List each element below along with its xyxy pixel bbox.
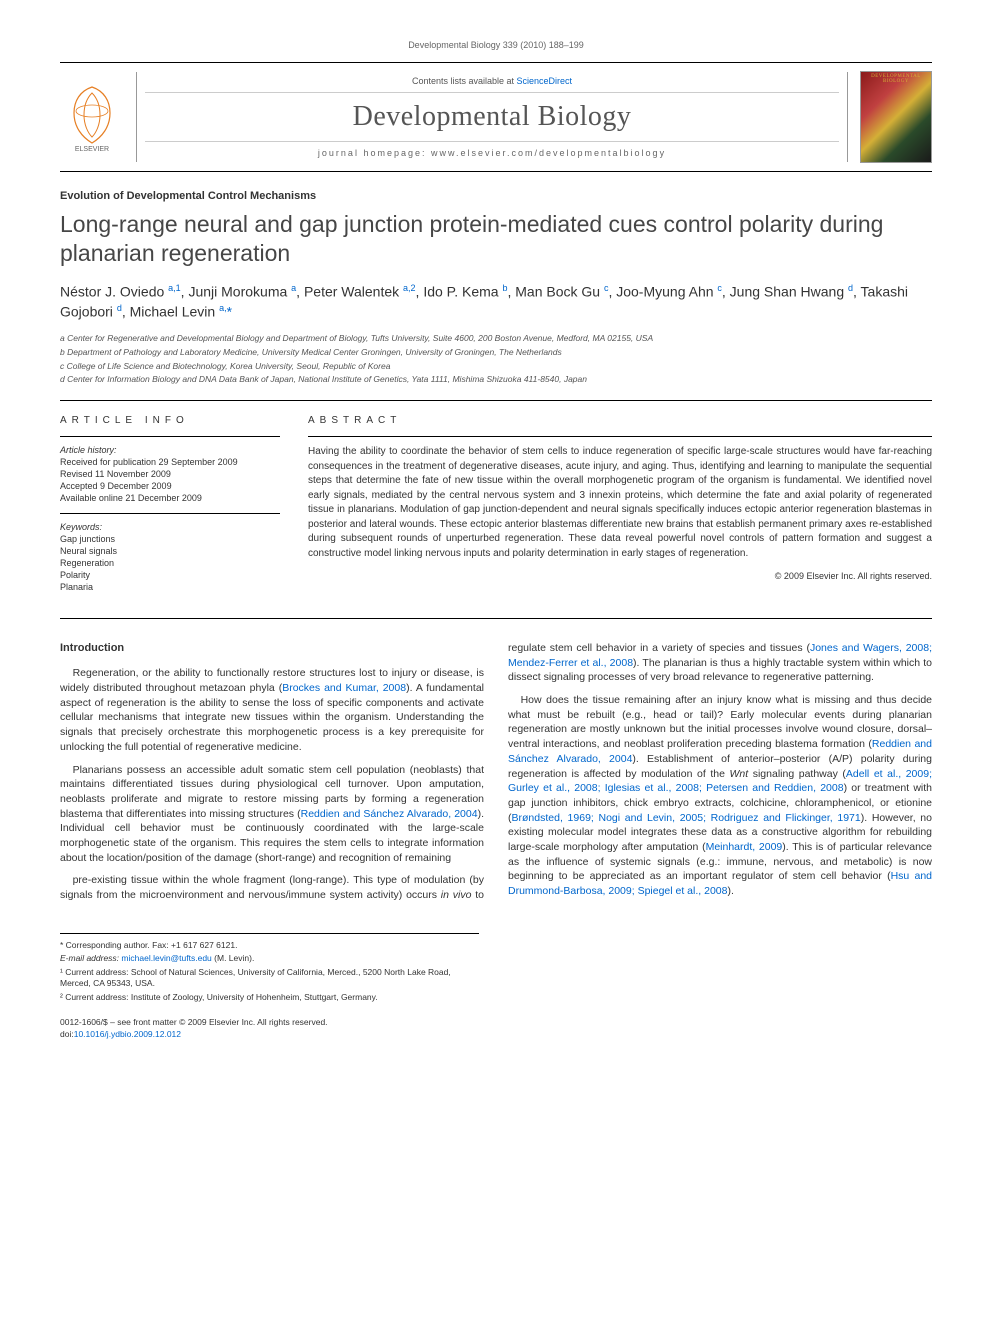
intro-heading: Introduction	[60, 641, 484, 656]
masthead: ELSEVIER Contents lists available at Sci…	[60, 71, 932, 163]
running-header: Developmental Biology 339 (2010) 188–199	[60, 40, 932, 50]
keyword: Planaria	[60, 582, 280, 592]
footnote-corresponding: * Corresponding author. Fax: +1 617 627 …	[60, 940, 479, 951]
email-link[interactable]: michael.levin@tufts.edu	[121, 953, 211, 963]
homepage-label: journal homepage:	[318, 148, 431, 158]
doi-label: doi:	[60, 1029, 74, 1039]
keyword: Neural signals	[60, 546, 280, 556]
abstract-copyright: © 2009 Elsevier Inc. All rights reserved…	[308, 571, 932, 581]
abstract: ABSTRACT Having the ability to coordinat…	[308, 415, 932, 594]
homepage-url: www.elsevier.com/developmentalbiology	[431, 148, 666, 158]
sciencedirect-link[interactable]: ScienceDirect	[517, 76, 573, 86]
footnote-addr1: ¹ Current address: School of Natural Sci…	[60, 967, 479, 990]
masthead-center: Contents lists available at ScienceDirec…	[136, 72, 848, 162]
article-title: Long-range neural and gap junction prote…	[60, 210, 932, 268]
keywords-label: Keywords:	[60, 522, 280, 532]
footnotes: * Corresponding author. Fax: +1 617 627 …	[60, 933, 479, 1003]
top-rule	[60, 62, 932, 63]
footnote-email: E-mail address: michael.levin@tufts.edu …	[60, 953, 479, 964]
doi-link[interactable]: 10.1016/j.ydbio.2009.12.012	[74, 1029, 181, 1039]
body-paragraph: Planarians possess an accessible adult s…	[60, 763, 484, 866]
history-item: Received for publication 29 September 20…	[60, 457, 280, 467]
body-rule	[60, 618, 932, 619]
article-info-heading: ARTICLE INFO	[60, 415, 280, 426]
author-list: Néstor J. Oviedo a,1, Junji Morokuma a, …	[60, 282, 932, 323]
svg-text:ELSEVIER: ELSEVIER	[75, 146, 109, 153]
history-label: Article history:	[60, 445, 280, 455]
affiliation: c College of Life Science and Biotechnol…	[60, 360, 932, 373]
journal-name: Developmental Biology	[145, 101, 839, 133]
affiliation: d Center for Information Biology and DNA…	[60, 373, 932, 386]
email-label: E-mail address:	[60, 953, 121, 963]
footnote-addr2: ² Current address: Institute of Zoology,…	[60, 992, 479, 1003]
info-abstract-row: ARTICLE INFO Article history: Received f…	[60, 400, 932, 594]
mid-rule	[60, 171, 932, 172]
keyword: Polarity	[60, 570, 280, 580]
affiliations: a Center for Regenerative and Developmen…	[60, 332, 932, 386]
section-label: Evolution of Developmental Control Mecha…	[60, 190, 932, 202]
history-item: Revised 11 November 2009	[60, 469, 280, 479]
contents-line: Contents lists available at ScienceDirec…	[145, 76, 839, 93]
doi-line: doi:10.1016/j.ydbio.2009.12.012	[60, 1029, 932, 1040]
history-item: Accepted 9 December 2009	[60, 481, 280, 491]
bottom-meta: 0012-1606/$ – see front matter © 2009 El…	[60, 1017, 932, 1040]
affiliation: a Center for Regenerative and Developmen…	[60, 332, 932, 345]
journal-cover-thumb: DEVELOPMENTAL BIOLOGY	[860, 71, 932, 163]
email-suffix: (M. Levin).	[212, 953, 255, 963]
abstract-heading: ABSTRACT	[308, 415, 932, 426]
contents-prefix: Contents lists available at	[412, 76, 517, 86]
cover-thumb-label: DEVELOPMENTAL BIOLOGY	[863, 74, 929, 84]
body-columns: Introduction Regeneration, or the abilit…	[60, 641, 932, 905]
keyword: Gap junctions	[60, 534, 280, 544]
elsevier-logo: ELSEVIER	[60, 81, 124, 153]
affiliation: b Department of Pathology and Laboratory…	[60, 346, 932, 359]
front-matter-line: 0012-1606/$ – see front matter © 2009 El…	[60, 1017, 932, 1028]
history-item: Available online 21 December 2009	[60, 493, 280, 503]
homepage-line: journal homepage: www.elsevier.com/devel…	[145, 141, 839, 158]
body-paragraph: How does the tissue remaining after an i…	[508, 693, 932, 899]
abstract-text: Having the ability to coordinate the beh…	[308, 445, 932, 561]
body-paragraph: Regeneration, or the ability to function…	[60, 666, 484, 754]
keyword: Regeneration	[60, 558, 280, 568]
article-info: ARTICLE INFO Article history: Received f…	[60, 415, 280, 594]
